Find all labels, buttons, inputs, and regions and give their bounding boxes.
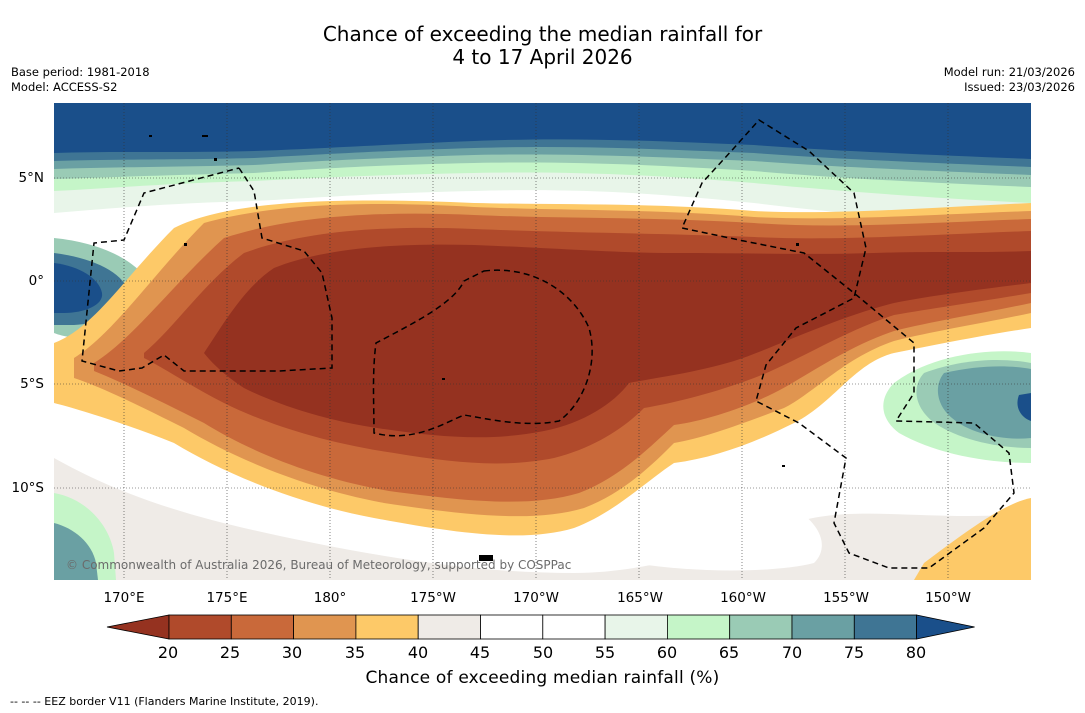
base-period: Base period: 1981-2018	[11, 65, 150, 79]
colorbar-tick: 25	[219, 643, 241, 662]
rainfall-map-svg	[54, 103, 1031, 580]
lon-label-150w: 150°W	[925, 590, 971, 606]
colorbar-tick: 60	[656, 643, 678, 662]
colorbar-segment	[417, 614, 481, 640]
colorbar-tick: 80	[905, 643, 927, 662]
colorbar-arrow-low	[106, 614, 170, 640]
lon-label-170e: 170°E	[103, 590, 145, 606]
eez-border-3	[680, 119, 1015, 569]
map-title-line2: 4 to 17 April 2026	[452, 45, 633, 69]
colorbar-segment	[667, 614, 731, 640]
lon-label-155w: 155°W	[823, 590, 869, 606]
issued-date: Issued: 23/03/2026	[964, 80, 1075, 94]
colorbar-tick: 30	[281, 643, 303, 662]
contour-80-north	[54, 103, 1031, 159]
islands	[149, 135, 799, 561]
island	[214, 158, 217, 161]
colorbar-segment	[168, 614, 232, 640]
contour-70-southwest	[54, 523, 98, 580]
lon-label-175w: 175°W	[410, 590, 456, 606]
colorbar-segment	[791, 614, 855, 640]
contour-80-west	[54, 263, 103, 313]
graticule	[54, 103, 1031, 580]
eez-border-2	[372, 269, 593, 437]
island	[479, 555, 493, 561]
contour-80-southeast	[1017, 393, 1031, 421]
lon-label-180: 180°	[313, 590, 347, 606]
copyright-notice: © Commonwealth of Australia 2026, Bureau…	[66, 558, 572, 572]
eez-border-1	[81, 167, 333, 372]
colorbar-label: Chance of exceeding median rainfall (%)	[365, 668, 720, 688]
model-name: Model: ACCESS-S2	[11, 80, 118, 94]
colorbar-segment	[729, 614, 793, 640]
eez-legend-note: -- -- -- EEZ border V11 (Flanders Marine…	[10, 695, 319, 708]
lat-label-5s: 5°S	[20, 376, 44, 392]
eez-borders	[81, 119, 1015, 569]
colorbar-segment	[293, 614, 357, 640]
island	[184, 243, 187, 246]
colorbar-tick: 40	[407, 643, 429, 662]
lat-label-10s: 10°S	[11, 480, 45, 496]
island	[149, 135, 152, 137]
contour-70-southeast	[937, 366, 1031, 439]
contour-35-40-southeast	[914, 498, 1031, 580]
colorbar-segment	[542, 614, 606, 640]
colorbar-segment	[355, 614, 419, 640]
colorbar-tick: 65	[718, 643, 740, 662]
colorbar-tick: 55	[594, 643, 616, 662]
lon-label-165w: 165°W	[617, 590, 663, 606]
colorbar-tick: 35	[344, 643, 366, 662]
colorbar-segment	[230, 614, 295, 640]
meta-right: Model run: 21/03/2026 Issued: 23/03/2026	[944, 65, 1075, 95]
colorbar-segment	[604, 614, 668, 640]
contour-below-20-core	[204, 244, 1031, 438]
contour-white-patch	[591, 492, 822, 571]
colorbar	[106, 614, 975, 640]
lat-label-5n: 5°N	[18, 170, 44, 186]
colorbar-segment	[480, 614, 544, 640]
colorbar-tick: 70	[781, 643, 803, 662]
island	[442, 378, 445, 380]
colorbar-arrow-high	[916, 614, 975, 640]
island	[796, 243, 799, 246]
island	[782, 465, 785, 467]
colorbar-tick: 45	[469, 643, 491, 662]
island	[202, 135, 208, 137]
map-title-line1: Chance of exceeding the median rainfall …	[322, 22, 763, 46]
colorbar-tick: 50	[532, 643, 554, 662]
colorbar-tick: 75	[843, 643, 865, 662]
lon-label-170w: 170°W	[513, 590, 559, 606]
rainfall-map	[54, 103, 1031, 580]
colorbar-tick: 20	[157, 643, 179, 662]
lat-label-0: 0°	[28, 273, 44, 289]
lon-label-175e: 175°E	[206, 590, 248, 606]
model-run: Model run: 21/03/2026	[943, 65, 1075, 79]
lon-label-160w: 160°W	[720, 590, 766, 606]
colorbar-segment	[853, 614, 917, 640]
meta-left: Base period: 1981-2018 Model: ACCESS-S2	[11, 65, 150, 95]
